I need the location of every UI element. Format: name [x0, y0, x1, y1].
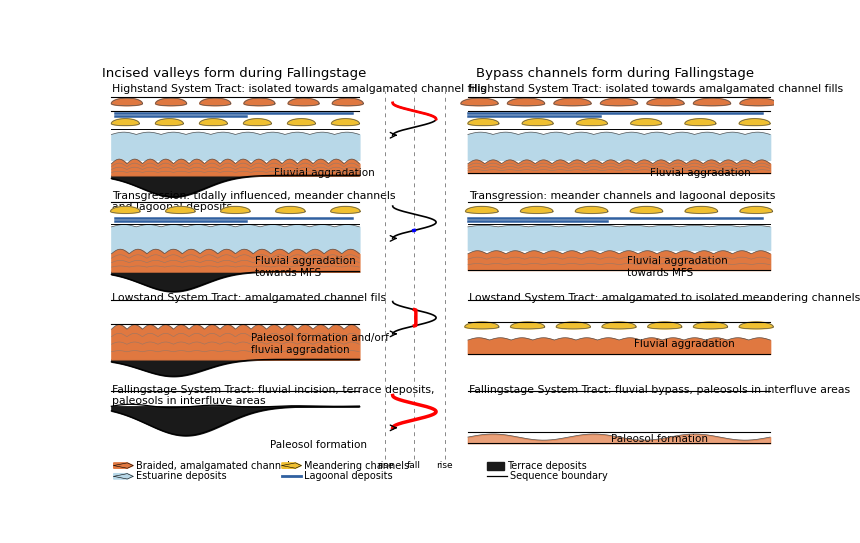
Polygon shape	[114, 473, 133, 479]
Polygon shape	[630, 206, 663, 213]
Polygon shape	[575, 206, 608, 213]
Polygon shape	[685, 206, 717, 213]
Polygon shape	[576, 119, 607, 125]
Text: Paleosol formation: Paleosol formation	[611, 434, 709, 444]
Polygon shape	[244, 98, 275, 106]
Polygon shape	[200, 119, 227, 125]
Text: Fallingstage System Tract: fluvial bypass, paleosols in interfluve areas: Fallingstage System Tract: fluvial bypas…	[470, 384, 851, 395]
Polygon shape	[331, 206, 360, 213]
Text: Fluvial aggradation: Fluvial aggradation	[635, 338, 735, 349]
Text: Lagoonal deposits: Lagoonal deposits	[304, 471, 393, 481]
Text: Lowstand System Tract: amalgamated to isolated meandering channels: Lowstand System Tract: amalgamated to is…	[470, 293, 860, 303]
Polygon shape	[112, 119, 139, 125]
Text: Braided, amalgamated channels: Braided, amalgamated channels	[136, 460, 295, 471]
Text: Estuarine deposits: Estuarine deposits	[136, 471, 227, 481]
Text: Fluvial aggradation: Fluvial aggradation	[274, 168, 375, 178]
Polygon shape	[461, 98, 498, 106]
Text: rise: rise	[436, 461, 453, 470]
Text: Bypass channels form during Fallingstage: Bypass channels form during Fallingstage	[476, 67, 754, 80]
Text: Terrace deposits: Terrace deposits	[507, 460, 587, 471]
Polygon shape	[332, 98, 363, 106]
Polygon shape	[156, 98, 187, 106]
Polygon shape	[520, 206, 553, 213]
Text: Fluvial aggradation
towards MFS: Fluvial aggradation towards MFS	[255, 256, 355, 277]
Text: fall: fall	[407, 461, 421, 470]
Polygon shape	[647, 98, 684, 106]
Text: Fluvial aggradation: Fluvial aggradation	[650, 168, 751, 178]
Polygon shape	[282, 463, 301, 468]
Polygon shape	[288, 98, 319, 106]
Polygon shape	[331, 119, 359, 125]
Polygon shape	[200, 98, 230, 106]
Polygon shape	[221, 206, 250, 213]
Text: Paleosol formation and/orf
fluvial aggradation: Paleosol formation and/orf fluvial aggra…	[251, 333, 389, 355]
Polygon shape	[464, 322, 499, 329]
Polygon shape	[507, 98, 544, 106]
Polygon shape	[465, 206, 498, 213]
Text: Paleosol formation: Paleosol formation	[270, 440, 367, 450]
Text: Fallingstage System Tract: fluvial incision, terrace deposits,
paleosols in inte: Fallingstage System Tract: fluvial incis…	[112, 384, 434, 406]
Polygon shape	[166, 206, 195, 213]
Polygon shape	[740, 98, 777, 106]
Text: rise: rise	[377, 461, 393, 470]
Text: Sequence boundary: Sequence boundary	[510, 471, 607, 481]
Polygon shape	[276, 206, 305, 213]
Polygon shape	[112, 98, 143, 106]
Polygon shape	[600, 98, 637, 106]
Text: Transgression: tidally influenced, meander channels
and lagoonal deposits: Transgression: tidally influenced, meand…	[112, 191, 396, 212]
Polygon shape	[156, 119, 183, 125]
Polygon shape	[685, 119, 716, 125]
Polygon shape	[739, 322, 773, 329]
Polygon shape	[648, 322, 682, 329]
Polygon shape	[693, 98, 731, 106]
Polygon shape	[111, 206, 140, 213]
Text: Lowstand System Tract: amalgamated channel fils: Lowstand System Tract: amalgamated chann…	[112, 293, 386, 303]
Polygon shape	[739, 119, 770, 125]
Polygon shape	[468, 119, 499, 125]
Polygon shape	[630, 119, 661, 125]
Text: Highstand System Tract: isolated towards amalgamated channel fills: Highstand System Tract: isolated towards…	[470, 84, 844, 93]
Text: Transgression: meander channels and lagoonal deposits: Transgression: meander channels and lago…	[470, 191, 776, 201]
Polygon shape	[114, 463, 133, 468]
Text: Meandering channels: Meandering channels	[304, 460, 409, 471]
Text: Fluvial aggradation
towards MFS: Fluvial aggradation towards MFS	[627, 256, 728, 277]
Bar	[488, 463, 504, 470]
Polygon shape	[287, 119, 316, 125]
Polygon shape	[522, 119, 553, 125]
Polygon shape	[740, 206, 772, 213]
Polygon shape	[554, 98, 591, 106]
Polygon shape	[511, 322, 544, 329]
Polygon shape	[556, 322, 590, 329]
Text: Highstand System Tract: isolated towards amalgamated channel fills: Highstand System Tract: isolated towards…	[112, 84, 486, 93]
Polygon shape	[602, 322, 636, 329]
Polygon shape	[243, 119, 272, 125]
Text: Incised valleys form during Fallingstage: Incised valleys form during Fallingstage	[101, 67, 366, 80]
Polygon shape	[693, 322, 728, 329]
